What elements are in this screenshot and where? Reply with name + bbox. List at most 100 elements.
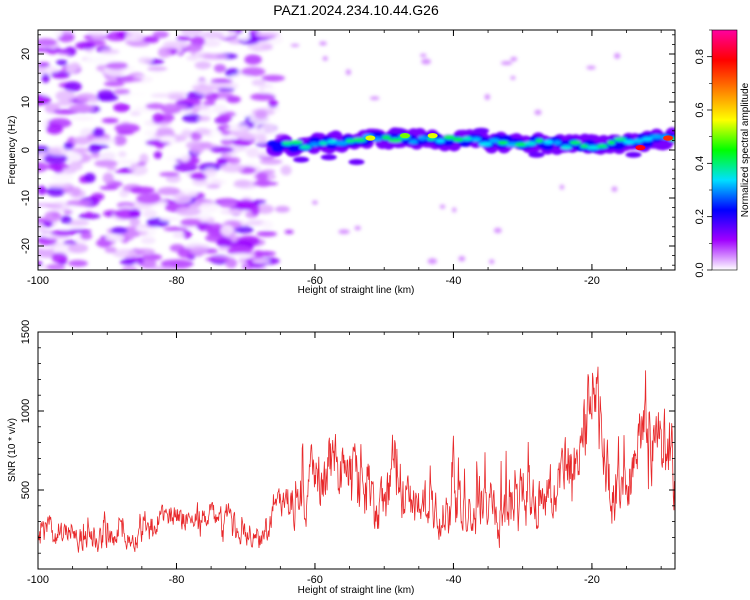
noise-blob (41, 73, 50, 83)
noise-blob (201, 39, 221, 48)
y-tick-label: 20 (20, 48, 32, 60)
x-tick-label: -20 (584, 275, 600, 287)
noise-blob (182, 113, 203, 123)
colorbar-gradient (712, 30, 737, 270)
noise-blob (114, 169, 134, 174)
snr-ticks: -100 -80 -60 -40 -20 500 1000 1500 (20, 320, 675, 586)
noise-blob (229, 253, 252, 259)
y-tick-label: 10 (20, 96, 32, 108)
noise-blob (252, 250, 264, 259)
noise-blob (46, 183, 73, 188)
noise-blob (157, 187, 181, 196)
colorbar-frame (711, 29, 738, 271)
x-tick-label: -100 (27, 574, 49, 586)
noise-blob (141, 253, 163, 261)
noise-blob (237, 132, 263, 140)
noise-blob (56, 59, 68, 66)
noise-blob (256, 171, 269, 181)
noise-blob (246, 147, 260, 158)
spectrogram-heatmap (38, 30, 675, 270)
band-lobe (293, 156, 310, 163)
colorbar-ticks: 0.0 0.2 0.4 0.6 0.8 (694, 29, 712, 278)
noise-blob (157, 47, 172, 58)
x-tick-label: -40 (445, 275, 461, 287)
noise-blob (202, 178, 227, 186)
noise-blob (113, 88, 131, 95)
noise-blob (186, 55, 199, 61)
noise-blob (88, 98, 99, 104)
noise-blob (73, 136, 91, 145)
noise-blob (91, 138, 117, 144)
y-tick-label: -20 (20, 238, 32, 254)
noise-blob (280, 165, 292, 176)
band-bright (435, 138, 446, 144)
noise-speck (338, 229, 350, 235)
noise-blob (139, 153, 149, 165)
band-lobe (390, 127, 407, 134)
band-bright (334, 141, 348, 146)
band-bright (569, 140, 582, 145)
noise-blob (100, 48, 120, 55)
band-core (541, 143, 554, 151)
noise-blob (201, 31, 225, 39)
noise-speck (510, 76, 516, 80)
snr-y-axis-label: SNR (10 * v/v) (7, 418, 18, 482)
snr-series-line (38, 366, 675, 553)
noise-blob (96, 238, 112, 248)
noise-blob (152, 30, 169, 39)
noise-blob (46, 186, 66, 197)
noise-blob (118, 151, 127, 158)
noise-blob (156, 128, 174, 135)
noise-blob (220, 134, 237, 140)
noise-blob (220, 209, 245, 215)
band-bright (408, 139, 418, 145)
noise-blob (256, 230, 278, 237)
noise-blob (150, 266, 176, 270)
noise-speck (586, 65, 596, 70)
spectrogram-x-axis-label: Height of straight line (km) (298, 285, 415, 296)
noise-blob (102, 172, 115, 184)
noise-blob (44, 211, 62, 222)
noise-speck (500, 61, 513, 66)
noise-blob (150, 93, 173, 98)
noise-blob (195, 84, 214, 95)
colorbar-tick-label: 0.0 (694, 262, 706, 277)
colorbar-tick-label: 0.6 (694, 102, 706, 117)
noise-blob (135, 256, 144, 265)
noise-blob (68, 161, 83, 171)
noise-blob (194, 61, 212, 70)
noise-blob (199, 141, 213, 149)
noise-blob (142, 209, 158, 218)
noise-blob (254, 109, 268, 119)
band-bright (471, 137, 482, 142)
noise-blob (136, 161, 147, 167)
band-bright (560, 145, 572, 150)
noise-speck (290, 43, 300, 47)
noise-blob (104, 246, 117, 254)
x-tick-label: -80 (169, 275, 185, 287)
noise-blob (120, 258, 136, 266)
noise-blob (204, 92, 219, 102)
noise-blob (221, 124, 230, 129)
band-lobe (320, 154, 337, 161)
noise-blob (116, 159, 141, 165)
y-tick-label: 0 (20, 147, 32, 153)
noise-blob (190, 36, 206, 47)
noise-blob (198, 211, 212, 220)
noise-blob (47, 146, 70, 156)
noise-blob (147, 66, 168, 72)
noise-speck (614, 53, 621, 59)
y-tick-label: 1000 (20, 399, 32, 423)
noise-blob (262, 169, 276, 174)
noise-blob (38, 185, 47, 196)
noise-blob (50, 173, 74, 182)
band-bright (641, 136, 653, 142)
band-bright (452, 137, 464, 142)
snr-x-axis-label: Height of straight line (km) (298, 585, 415, 596)
band-bright (417, 135, 427, 141)
band-bright (289, 140, 303, 145)
noise-blob (241, 67, 266, 77)
noise-speck (345, 69, 352, 76)
noise-speck (559, 184, 565, 190)
noise-blob (210, 78, 233, 83)
